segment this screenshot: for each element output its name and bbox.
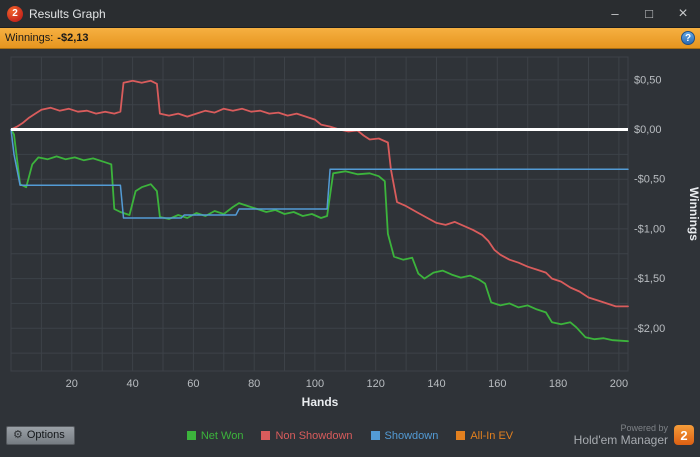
legend-label: All-In EV — [470, 429, 514, 442]
titlebar[interactable]: 2 Results Graph – □ × — [0, 0, 700, 28]
powered-by-text: Powered by Hold'em Manager — [574, 423, 668, 447]
legend-label: Non Showdown — [275, 429, 353, 442]
close-button[interactable]: × — [678, 4, 688, 22]
options-button[interactable]: ⚙ Options — [6, 426, 75, 445]
maximize-button[interactable]: □ — [645, 6, 653, 21]
svg-text:120: 120 — [367, 378, 385, 390]
winnings-banner: Winnings: -$2,13 ? — [0, 28, 700, 49]
legend-label: Net Won — [200, 429, 244, 442]
winnings-value: -$2,13 — [57, 32, 89, 44]
svg-text:20: 20 — [66, 378, 78, 390]
svg-text:$0,50: $0,50 — [634, 74, 662, 86]
legend-item-non-showdown[interactable]: Non Showdown — [261, 429, 353, 442]
svg-text:40: 40 — [126, 378, 138, 390]
legend-item-net-won[interactable]: Net Won — [186, 429, 244, 442]
legend-swatch-icon — [370, 431, 380, 440]
minimize-button[interactable]: – — [611, 6, 619, 21]
svg-text:-$1,50: -$1,50 — [634, 273, 665, 285]
footer-left: ⚙ Options — [6, 426, 187, 445]
gear-icon: ⚙ — [13, 428, 23, 441]
svg-text:-$2,00: -$2,00 — [634, 323, 665, 335]
legend-swatch-icon — [186, 431, 196, 440]
svg-text:200: 200 — [610, 378, 628, 390]
svg-text:60: 60 — [187, 378, 199, 390]
legend-swatch-icon — [456, 431, 466, 440]
legend-item-showdown[interactable]: Showdown — [370, 429, 439, 442]
svg-text:-$1,00: -$1,00 — [634, 223, 665, 235]
window-title: Results Graph — [29, 6, 106, 21]
powered-by: Powered by Hold'em Manager 2 — [574, 423, 694, 447]
hm2-logo-icon: 2 — [674, 425, 694, 446]
svg-text:$0,00: $0,00 — [634, 124, 662, 136]
brand-name: Hold'em Manager — [573, 432, 668, 447]
footer-bar: ⚙ Options Net Won Non Showdown Showdown All… — [0, 414, 700, 457]
app-logo-text: 2 — [12, 8, 18, 19]
options-label: Options — [26, 429, 65, 441]
svg-text:Winnings: Winnings — [687, 187, 700, 241]
winnings-chart: $0,50 $0,00 -$0,50 -$1,00 -$1,50 -$2,00 20 40 60… — [10, 56, 700, 409]
powered-by-label: Powered by — [620, 423, 668, 434]
svg-text:180: 180 — [549, 378, 567, 390]
window-controls: – □ × — [598, 0, 700, 27]
svg-text:Hands: Hands — [302, 395, 339, 409]
svg-text:140: 140 — [427, 378, 445, 390]
app-logo-icon: 2 — [7, 5, 23, 22]
svg-text:100: 100 — [306, 378, 324, 390]
svg-text:160: 160 — [488, 378, 506, 390]
help-icon[interactable]: ? — [681, 31, 695, 45]
legend-label: Showdown — [384, 429, 439, 442]
hm2-logo-text: 2 — [680, 427, 688, 443]
chart-area: $0,50 $0,00 -$0,50 -$1,00 -$1,50 -$2,00 20 40 60… — [0, 49, 700, 457]
legend-item-all-in-ev[interactable]: All-In EV — [456, 430, 513, 442]
svg-text:80: 80 — [248, 378, 260, 390]
footer-right: Powered by Hold'em Manager 2 — [513, 423, 694, 447]
svg-text:-$0,50: -$0,50 — [634, 174, 665, 186]
chart-legend: Net Won Non Showdown Showdown All-In EV — [186, 429, 513, 442]
winnings-label: Winnings: — [5, 32, 54, 44]
legend-swatch-icon — [261, 431, 271, 440]
